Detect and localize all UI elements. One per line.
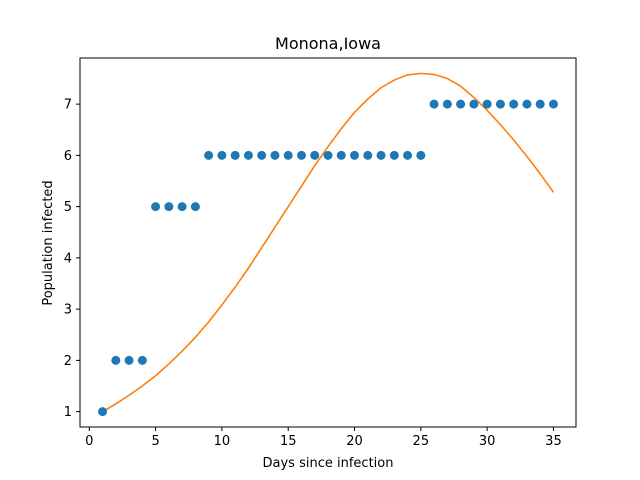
- data-point: [296, 150, 306, 160]
- data-point: [323, 150, 333, 160]
- data-point: [124, 355, 134, 365]
- data-point: [243, 150, 253, 160]
- data-point: [310, 150, 320, 160]
- data-point: [137, 355, 147, 365]
- data-point: [164, 202, 174, 212]
- y-tick-label: 4: [64, 251, 72, 266]
- plot-area: 0 5 10 15 20 25 30 35 1 2 3 4 5 6 7: [64, 57, 577, 449]
- data-point: [456, 99, 466, 109]
- y-tick-label: 2: [64, 354, 72, 369]
- data-point: [535, 99, 545, 109]
- data-point: [403, 150, 413, 160]
- data-point: [111, 355, 121, 365]
- data-point: [548, 99, 558, 109]
- x-tick-label: 35: [545, 434, 562, 449]
- data-point: [336, 150, 346, 160]
- y-tick-label: 3: [64, 303, 72, 318]
- data-point: [363, 150, 373, 160]
- x-tick-label: 15: [280, 434, 297, 449]
- data-point: [98, 407, 108, 417]
- y-tick-label: 6: [64, 149, 72, 164]
- x-tick-label: 20: [346, 434, 363, 449]
- data-point: [495, 99, 505, 109]
- fit-line: [102, 72, 555, 413]
- chart-title: Monona,Iowa: [275, 34, 381, 53]
- data-point: [509, 99, 519, 109]
- data-point: [270, 150, 280, 160]
- data-point: [257, 150, 267, 160]
- axes-frame: [79, 57, 577, 428]
- data-point: [482, 99, 492, 109]
- data-point: [429, 99, 439, 109]
- data-point: [442, 99, 452, 109]
- data-point: [151, 202, 161, 212]
- x-tick-label: 30: [479, 434, 496, 449]
- data-point: [416, 150, 426, 160]
- data-point: [283, 150, 293, 160]
- data-point: [190, 202, 200, 212]
- y-tick-label: 5: [64, 200, 72, 215]
- data-point: [389, 150, 399, 160]
- x-tick-label: 5: [151, 434, 159, 449]
- y-axis-label: Population infected: [41, 180, 56, 305]
- data-point: [177, 202, 187, 212]
- x-axis-label: Days since infection: [263, 456, 394, 471]
- y-tick-label: 7: [64, 98, 72, 113]
- data-point: [230, 150, 240, 160]
- data-point: [376, 150, 386, 160]
- x-tick-label: 10: [214, 434, 231, 449]
- data-point: [217, 150, 227, 160]
- data-point: [204, 150, 214, 160]
- x-tick-label: 0: [85, 434, 93, 449]
- data-point: [350, 150, 360, 160]
- data-point: [522, 99, 532, 109]
- y-tick-label: 1: [64, 405, 72, 420]
- data-point: [469, 99, 479, 109]
- x-tick-label: 25: [413, 434, 430, 449]
